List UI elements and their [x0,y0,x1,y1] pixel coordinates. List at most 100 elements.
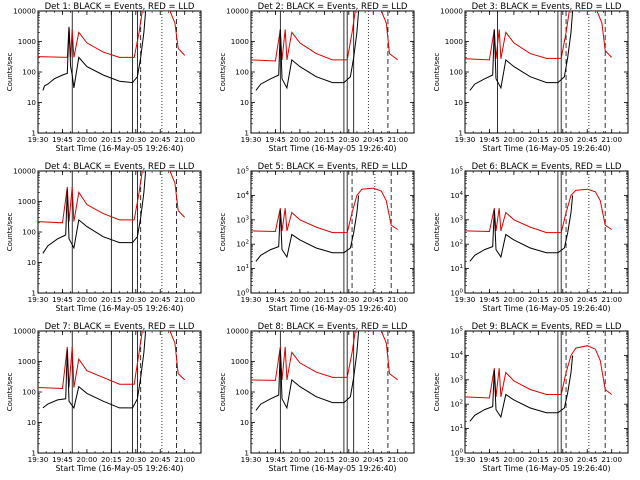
y-tick-label: 10 [240,418,250,427]
events-series-line [42,11,147,91]
y-tick-label: 101 [450,264,463,273]
y-axis-label: Counts/sec [6,213,14,252]
y-tick-label: 101 [450,424,463,433]
x-tick-label: 19:45 [52,295,73,304]
x-tick-label: 21:00 [174,295,195,304]
y-tick-label: 1000 [231,37,250,46]
y-tick-label: 1 [244,449,249,458]
x-tick-label: 20:00 [290,295,311,304]
x-tick-label: 20:15 [101,295,122,304]
y-tick-label: 1000 [18,357,37,366]
events-series-line [42,171,147,254]
x-tick-label: 21:00 [174,135,195,144]
x-tick-label: 19:45 [479,455,500,464]
x-axis-label: Start Time (16-May-05 19:26:40) [55,304,183,313]
y-tick-label: 1 [31,129,36,138]
y-tick-label: 100 [236,289,249,298]
x-tick-label: 20:45 [577,295,598,304]
x-tick-label: 20:30 [552,135,573,144]
x-tick-label: 20:45 [150,295,171,304]
x-tick-label: 20:15 [314,135,335,144]
plot-frame [464,330,629,454]
y-tick-label: 100 [22,388,36,397]
lld-series-line [251,331,399,381]
x-tick-label: 20:45 [577,135,598,144]
x-tick-label: 21:00 [601,295,622,304]
y-tick-label: 105 [236,167,249,176]
lld-series-line [251,187,398,234]
y-tick-label: 1 [244,129,249,138]
x-tick-label: 20:45 [363,295,384,304]
x-tick-label: 19:30 [28,135,49,144]
chart-title: Det 5: BLACK = Events, RED = LLD [258,162,408,172]
chart-title: Det 3: BLACK = Events, RED = LLD [472,2,622,12]
x-tick-label: 21:00 [387,135,408,144]
chart-title: Det 2: BLACK = Events, RED = LLD [258,2,408,12]
x-tick-label: 20:45 [150,135,171,144]
y-tick-label: 103 [236,215,249,224]
x-tick-label: 20:15 [528,295,549,304]
panel-det-3: Det 3: BLACK = Events, RED = LLD 1 10 100 10… [433,2,629,153]
x-tick-label: 20:15 [314,295,335,304]
x-tick-label: 20:45 [150,455,171,464]
x-tick-label: 21:00 [387,295,408,304]
y-tick-label: 103 [450,375,463,384]
lld-series-line [465,188,612,234]
y-tick-label: 1 [458,129,463,138]
x-tick-label: 20:30 [338,295,359,304]
events-series-line [255,331,360,411]
x-tick-label: 20:45 [363,135,384,144]
lld-series-line [465,345,613,399]
x-tick-label: 20:30 [338,455,359,464]
y-tick-label: 105 [450,327,463,336]
y-tick-label: 10000 [440,7,463,16]
y-tick-label: 100 [450,289,463,298]
x-tick-label: 20:15 [314,455,335,464]
x-tick-label: 20:00 [290,135,311,144]
y-axis-label: Counts/sec [433,53,441,92]
x-axis-label: Start Time (16-May-05 19:26:40) [268,144,396,153]
x-tick-label: 20:00 [77,295,98,304]
y-axis-label: Counts/sec [219,213,227,252]
x-tick-label: 19:45 [52,135,73,144]
y-tick-label: 104 [450,351,463,360]
y-tick-label: 10000 [226,7,249,16]
panel-det-7: Det 7: BLACK = Events, RED = LLD 1 10 100 10… [6,322,202,473]
y-tick-label: 10 [454,98,464,107]
x-tick-label: 19:30 [241,135,262,144]
panel-det-1: Det 1: BLACK = Events, RED = LLD 1 10 100 10… [6,2,202,153]
y-tick-label: 10000 [13,167,36,176]
x-axis-label: Start Time (16-May-05 19:26:40) [482,144,610,153]
x-tick-label: 20:00 [290,455,311,464]
x-tick-label: 19:45 [265,295,286,304]
x-tick-label: 20:15 [101,135,122,144]
x-tick-label: 19:30 [28,455,49,464]
panel-det-6: Det 6: BLACK = Events, RED = LLD 100 101 10… [433,162,629,313]
x-axis-label: Start Time (16-May-05 19:26:40) [482,304,610,313]
chart-title: Det 4: BLACK = Events, RED = LLD [45,162,195,172]
y-tick-label: 102 [450,400,463,409]
y-tick-label: 102 [450,240,463,249]
panel-det-8: Det 8: BLACK = Events, RED = LLD 1 10 100 10… [219,322,415,473]
y-tick-label: 100 [450,449,463,458]
plot-frame [464,10,629,134]
y-tick-label: 10000 [226,327,249,336]
x-tick-label: 20:00 [77,455,98,464]
x-tick-label: 20:30 [552,455,573,464]
events-series-line [469,11,574,91]
x-tick-label: 21:00 [387,455,408,464]
x-tick-label: 19:45 [479,295,500,304]
y-tick-label: 10000 [13,7,36,16]
y-axis-label: Counts/sec [219,53,227,92]
events-series-line [42,331,147,410]
events-series-line [255,11,360,91]
y-tick-label: 10 [240,98,250,107]
events-series-line [255,195,360,262]
x-tick-label: 20:00 [504,135,525,144]
y-axis-label: Counts/sec [433,213,441,252]
y-tick-label: 1000 [231,357,250,366]
x-tick-label: 20:30 [338,135,359,144]
panel-det-4: Det 4: BLACK = Events, RED = LLD 1 10 100 10… [6,162,202,313]
y-tick-label: 104 [450,191,463,200]
plot-frame [250,10,415,134]
